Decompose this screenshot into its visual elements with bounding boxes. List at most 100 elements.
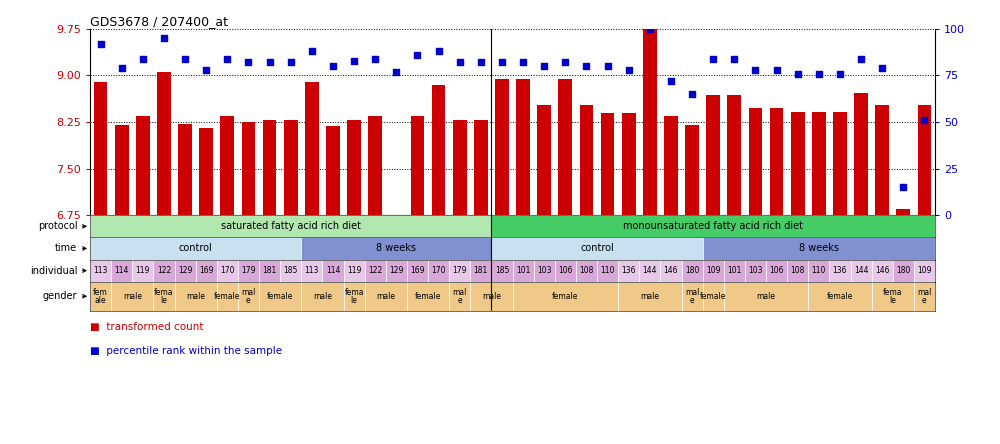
Point — [409, 52, 425, 59]
Text: mal
e: mal e — [917, 288, 932, 305]
Bar — [872, 260, 893, 281]
Text: 144: 144 — [643, 266, 657, 275]
Bar — [850, 260, 872, 281]
Bar — [175, 260, 196, 281]
Text: control: control — [580, 243, 614, 254]
Bar — [512, 260, 534, 281]
Text: female: female — [552, 292, 578, 301]
Bar — [242, 122, 255, 215]
Text: female: female — [415, 292, 441, 301]
Point — [916, 117, 932, 124]
Text: 109: 109 — [706, 266, 720, 275]
Point — [747, 66, 763, 73]
Text: 181: 181 — [474, 266, 488, 275]
Text: 146: 146 — [664, 266, 678, 275]
Text: 101: 101 — [727, 266, 742, 275]
Bar — [914, 281, 935, 311]
Bar — [217, 260, 238, 281]
Bar — [90, 260, 111, 281]
Bar — [368, 116, 382, 215]
Bar — [896, 209, 910, 215]
Text: monounsaturated fatty acid rich diet: monounsaturated fatty acid rich diet — [623, 222, 803, 231]
Bar — [749, 108, 762, 215]
Bar — [284, 120, 298, 215]
Bar — [428, 260, 449, 281]
Point — [219, 55, 235, 62]
Bar — [491, 215, 935, 238]
Point — [431, 48, 447, 55]
Bar — [706, 95, 720, 215]
Bar — [175, 281, 217, 311]
Bar — [470, 260, 491, 281]
Text: 169: 169 — [410, 266, 425, 275]
Bar — [918, 105, 931, 215]
Text: control: control — [179, 243, 212, 254]
Bar — [576, 260, 597, 281]
Text: saturated fatty acid rich diet: saturated fatty acid rich diet — [221, 222, 361, 231]
Point — [642, 25, 658, 32]
Point — [135, 55, 151, 62]
Point — [452, 59, 468, 66]
Bar — [770, 108, 783, 215]
Point — [240, 59, 256, 66]
Text: 146: 146 — [875, 266, 889, 275]
Text: individual: individual — [30, 266, 77, 276]
Bar — [787, 260, 808, 281]
Bar — [132, 260, 153, 281]
Bar — [534, 260, 555, 281]
Text: 114: 114 — [114, 266, 129, 275]
Bar — [347, 120, 361, 215]
Bar — [812, 111, 826, 215]
Bar — [153, 281, 175, 311]
Bar — [872, 281, 914, 311]
Text: 129: 129 — [178, 266, 192, 275]
Text: 103: 103 — [748, 266, 763, 275]
Bar — [682, 281, 703, 311]
Bar — [618, 260, 639, 281]
Text: ■  percentile rank within the sample: ■ percentile rank within the sample — [90, 346, 282, 357]
Text: 185: 185 — [495, 266, 509, 275]
Bar — [474, 120, 488, 215]
Bar — [301, 260, 322, 281]
Point — [114, 64, 130, 71]
Text: male: male — [186, 292, 205, 301]
Text: female: female — [267, 292, 293, 301]
Point — [156, 35, 172, 42]
Point — [621, 66, 637, 73]
Bar — [157, 72, 171, 215]
Point — [578, 63, 594, 70]
Bar — [601, 113, 614, 215]
Point — [790, 70, 806, 77]
Text: time: time — [55, 243, 77, 254]
Text: 170: 170 — [220, 266, 235, 275]
Bar — [115, 125, 129, 215]
Bar — [724, 281, 808, 311]
Bar — [808, 260, 829, 281]
Point — [600, 63, 616, 70]
Bar — [537, 105, 551, 215]
Bar — [639, 260, 660, 281]
Bar — [259, 281, 301, 311]
Bar — [685, 125, 699, 215]
Bar — [263, 120, 276, 215]
Text: fema
le: fema le — [883, 288, 902, 305]
Bar — [703, 281, 724, 311]
Text: 181: 181 — [262, 266, 277, 275]
Text: fema
le: fema le — [344, 288, 364, 305]
Text: 144: 144 — [854, 266, 868, 275]
Text: male: male — [123, 292, 142, 301]
Point — [473, 59, 489, 66]
Point — [726, 55, 742, 62]
Bar — [238, 260, 259, 281]
Bar — [724, 260, 745, 281]
Point — [515, 59, 531, 66]
Text: protocol: protocol — [38, 222, 77, 231]
Text: female: female — [700, 292, 726, 301]
Point — [874, 64, 890, 71]
Point — [93, 40, 109, 48]
Bar — [301, 238, 491, 260]
Point — [853, 55, 869, 62]
Bar — [597, 260, 618, 281]
Bar — [449, 260, 470, 281]
Bar — [558, 79, 572, 215]
